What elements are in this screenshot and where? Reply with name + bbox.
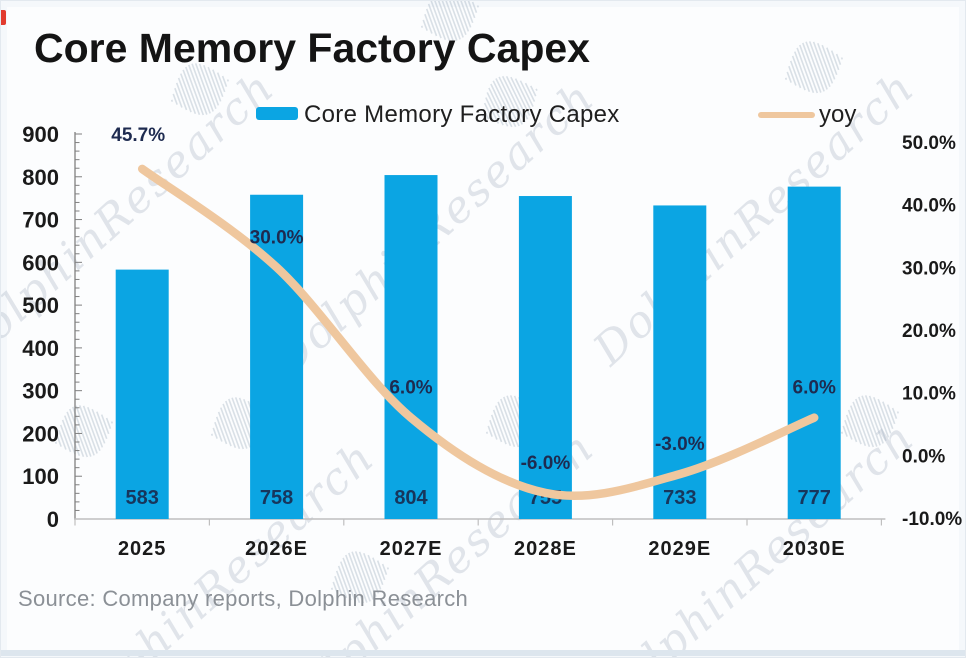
left-axis-tick-label: 200 [22,421,59,446]
bar-value-label: 777 [798,487,831,509]
chart-title: Core Memory Factory Capex [34,25,590,71]
left-axis-tick-label: 600 [22,250,59,275]
bar-2027E [384,175,438,520]
legend-bar-label: Core Memory Factory Capex [304,101,620,128]
right-axis: 50.0% 40.0% 30.0% 20.0% 10.0% 0.0% -10.0% [902,133,962,530]
legend-line-label: yoy [819,101,857,128]
x-axis-category-label: 2026E [245,538,308,560]
bar-2030E [787,186,841,519]
left-axis-tick-label: 300 [22,379,59,404]
x-axis-category-label: 2025 [118,538,167,560]
left-axis-tick-label: 100 [22,464,59,489]
yoy-line [137,164,819,500]
bar-2025 [115,269,169,519]
right-axis-tick-label: 0.0% [902,446,945,467]
right-axis-tick-label: 30.0% [902,258,956,279]
chart-legend: Core Memory Factory Capex yoy [1,99,965,131]
bar-value-label: 758 [260,487,293,509]
bar-value-label: 733 [663,487,696,509]
bottom-edge-strip [1,650,965,656]
left-edge-red-mark [1,10,6,25]
bar-value-label: 583 [126,487,159,509]
x-axis-category-label: 2028E [514,538,577,560]
left-axis: 900 800 700 600 500 400 300 200 100 0 [22,122,82,532]
yoy-value-label: 45.7% [111,125,165,146]
left-axis-tick-label: 500 [22,293,59,318]
x-axis-category-label: 2027E [380,538,443,560]
bar-value-label: 804 [394,487,428,509]
x-axis: 2025 2026E 2027E 2028E 2029E 2030E [74,518,886,560]
right-axis-tick-label: 50.0% [902,133,956,154]
yoy-label-group: 45.7% 30.0% 6.0% -6.0% -3.0% 6.0% [111,125,836,474]
right-axis-tick-label: 40.0% [902,196,956,217]
yoy-value-label: 6.0% [793,378,836,399]
left-axis-tick-label: 0 [47,507,59,532]
legend-bar-swatch [256,107,298,120]
right-axis-tick-label: 10.0% [902,384,956,405]
x-axis-category-label: 2029E [648,538,711,560]
yoy-value-label: 6.0% [389,378,432,399]
yoy-value-label: -3.0% [655,434,705,455]
right-axis-tick-label: 20.0% [902,321,956,342]
left-axis-tick-label: 900 [22,122,59,147]
bar-2028E [518,196,572,519]
x-axis-category-label: 2030E [783,538,846,560]
source-note: Source: Company reports, Dolphin Researc… [18,586,469,611]
yoy-value-label: 30.0% [250,227,304,248]
yoy-value-label: -6.0% [521,453,571,474]
left-axis-tick-label: 400 [22,336,59,361]
legend-line-swatch [758,112,815,118]
right-axis-tick-label: -10.0% [902,509,962,530]
left-axis-tick-label: 800 [22,165,59,190]
left-axis-tick-label: 700 [22,208,59,233]
